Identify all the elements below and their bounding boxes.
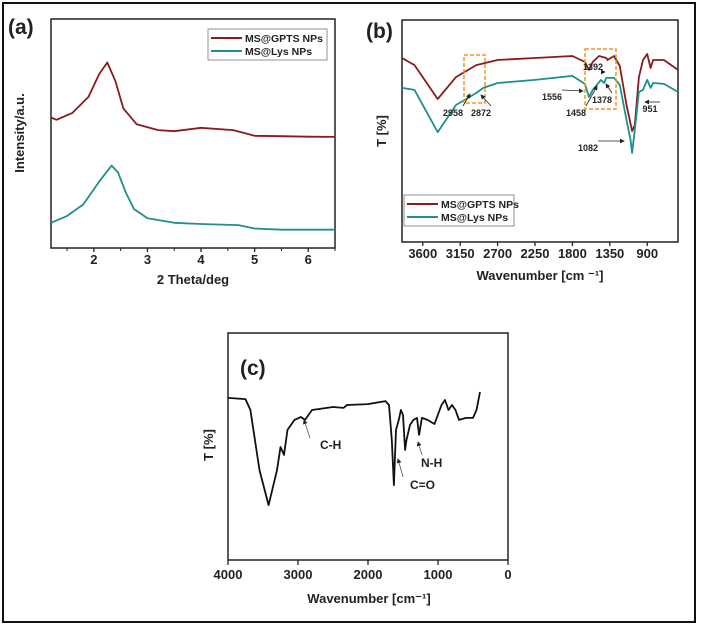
x-tick-label: 4	[197, 252, 205, 267]
x-axis-label: Wavenumber [cm ⁻¹]	[476, 268, 603, 283]
x-tick-label: 3000	[284, 567, 313, 582]
annotation-label: 1392	[583, 62, 603, 72]
annotation-label: 951	[642, 104, 657, 114]
annotation-label: 1082	[578, 143, 598, 153]
annotation-arrow	[561, 88, 584, 94]
x-tick-label: 4000	[214, 567, 243, 582]
x-tick-label: 3	[144, 252, 151, 267]
legend-entry: MS@GPTS NPs	[441, 199, 519, 211]
x-tick-label: 1000	[424, 567, 453, 582]
panel-label: (b)	[366, 20, 393, 43]
annotation-label: C=O	[410, 478, 435, 492]
annotation-arrow	[585, 85, 598, 107]
y-axis-label: T [%]	[374, 115, 389, 147]
panel-label: (c)	[240, 357, 266, 380]
annotation-arrow	[480, 94, 492, 107]
annotation-arrow	[396, 458, 404, 478]
panel-b: (b) 3600 3150 2700 2250 1800 1350 900 Wavenumber…	[366, 19, 679, 283]
y-axis-label: T [%]	[201, 429, 216, 461]
y-axis-label: Intensity/a.u.	[12, 93, 27, 172]
annotation-label: 1378	[592, 95, 612, 105]
x-tick-label: 1800	[558, 246, 587, 261]
legend-entry: MS@GPTS NPs	[245, 33, 323, 45]
x-tick-label: 2	[90, 252, 97, 267]
annotation-arrow	[462, 93, 471, 107]
panel-c: (c) 4000 3000 2000 1000 0 Wavenumber [cm⁻¹] T […	[201, 332, 512, 606]
figure-frame	[2, 2, 696, 623]
x-axis-label: 2 Theta/deg	[157, 272, 229, 287]
axes-frame	[401, 19, 679, 243]
x-tick-label: 2700	[483, 246, 512, 261]
legend-entry: MS@Lys NPs	[245, 46, 312, 58]
annotation-label: 2958	[443, 108, 463, 118]
annotation-label: 1556	[542, 92, 562, 102]
highlight-box	[584, 48, 617, 110]
x-tick-label: 2000	[354, 567, 383, 582]
legend	[207, 28, 328, 61]
x-tick-label: 2250	[521, 246, 550, 261]
annotation-label: N-H	[421, 456, 442, 470]
series-line-spectrum	[227, 391, 481, 506]
x-axis-label: Wavenumber [cm⁻¹]	[307, 591, 430, 606]
series-line-ms-lys-nps	[50, 164, 335, 231]
legend-entry: MS@Lys NPs	[441, 212, 508, 224]
x-tick-label: 3600	[408, 246, 437, 261]
axes-frame	[227, 332, 509, 561]
x-tick-label: 900	[636, 246, 658, 261]
legend	[403, 194, 515, 227]
axes-frame	[50, 18, 336, 249]
x-tick-label: 3150	[446, 246, 475, 261]
annotation-label: 1458	[566, 108, 586, 118]
annotation-arrow	[302, 419, 311, 439]
x-tick-label: 5	[251, 252, 258, 267]
x-tick-label: 0	[504, 567, 511, 582]
annotation-label: C-H	[320, 438, 341, 452]
panel-a: (a) 2 3 4 5 6 2 Theta/deg Intensity/a.u. MS@GPTS…	[8, 16, 336, 287]
annotation-arrow	[416, 441, 423, 456]
annotation-arrow	[605, 83, 613, 94]
highlight-box	[463, 54, 486, 104]
series-line-ms-gpts-nps	[50, 61, 336, 138]
panel-label: (a)	[8, 16, 34, 39]
series-line-ms-gpts-nps	[401, 53, 679, 132]
x-tick-label: 1350	[595, 246, 624, 261]
series-line-ms-lys-nps	[401, 75, 679, 154]
x-tick-label: 6	[305, 252, 312, 267]
annotation-label: 2872	[471, 108, 491, 118]
